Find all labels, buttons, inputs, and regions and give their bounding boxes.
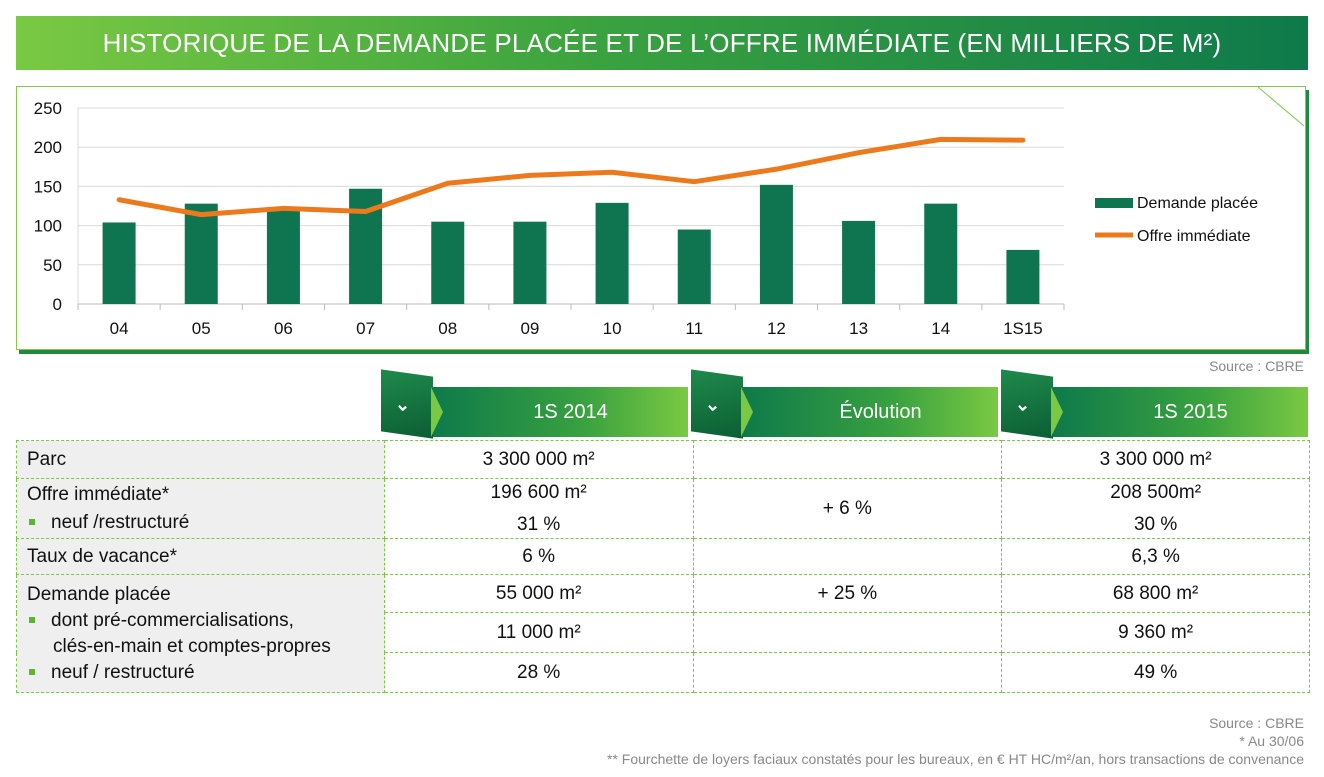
- cell-1s2014: 3 300 000 m²: [383, 440, 694, 479]
- cell-1s2014: 11 000 m²: [383, 612, 694, 653]
- x-tick-label: 07: [356, 319, 375, 338]
- x-tick-label: 13: [849, 319, 868, 338]
- x-tick-label: 08: [438, 319, 457, 338]
- chart-panel: [16, 86, 1306, 350]
- bar: [759, 184, 793, 304]
- header-label: 1S 2015: [1053, 387, 1308, 437]
- row-label-main: Demande placée: [27, 584, 171, 605]
- row-label-main: Offre immédiate*: [27, 483, 170, 505]
- cell-1s2015: 6,3 %: [1001, 538, 1310, 575]
- table-row: 11 000 m² 9 360 m²: [17, 612, 1310, 653]
- cell-1s2015: 49 %: [1001, 652, 1310, 693]
- cell-1s2014: 28 %: [383, 652, 694, 693]
- cell-1s2014: 6 %: [383, 538, 694, 575]
- header-1s2014: ⌄ 1S 2014: [381, 369, 688, 439]
- cell-1s2014: 196 600 m² 31 %: [383, 478, 694, 539]
- bar: [1006, 249, 1040, 304]
- x-tick-label: 10: [603, 319, 622, 338]
- bar: [595, 202, 629, 304]
- value-main: 208 500m²: [1110, 481, 1202, 503]
- x-tick-label: 14: [931, 319, 950, 338]
- cell-1s2015: 208 500m² 30 %: [1001, 478, 1310, 539]
- legend-label: Offre immédiate: [1137, 228, 1251, 245]
- table-row: Parc 3 300 000 m² 3 300 000 m²: [16, 440, 1310, 479]
- row-sublabel: neuf /restructuré: [27, 512, 384, 534]
- footnote-source: Source : CBRE: [1209, 715, 1304, 731]
- table-row: Offre immédiate* neuf /restructuré 196 6…: [16, 478, 1310, 539]
- sublabel-text: neuf / restructuré: [51, 662, 195, 683]
- y-tick-label: 50: [43, 256, 62, 275]
- y-tick-label: 100: [34, 217, 62, 236]
- value-sub: 30 %: [1133, 513, 1178, 535]
- x-tick-label: 11: [685, 319, 703, 338]
- arrow-icon: [741, 387, 753, 437]
- value-main: 196 600 m²: [490, 481, 587, 503]
- cell-evolution: [692, 612, 1003, 653]
- table-row: 28 % 49 %: [17, 652, 1310, 693]
- cell-evolution: [692, 440, 1003, 479]
- bar: [924, 203, 958, 304]
- footnotes: Source : CBRE * Au 30/06 ** Fourchette d…: [607, 714, 1304, 768]
- bar: [266, 208, 300, 304]
- arrow-icon: [431, 387, 443, 437]
- sublabel-text: dont pré-commercialisations,: [51, 610, 294, 631]
- cell-1s2015: 9 360 m²: [1001, 612, 1310, 653]
- y-tick-label: 250: [34, 99, 62, 118]
- corner-fold: [1257, 86, 1305, 127]
- page-title: HISTORIQUE DE LA DEMANDE PLACÉE ET DE L’…: [16, 16, 1308, 70]
- x-tick-label: 05: [192, 319, 211, 338]
- cell-evolution: [692, 652, 1003, 693]
- bullet-icon: [29, 518, 35, 525]
- bar: [677, 229, 711, 304]
- chart-source: Source : CBRE: [1209, 358, 1304, 374]
- row-sublabel-cont: clés-en-main et comptes-propres: [53, 636, 331, 657]
- x-tick-label: 06: [274, 319, 293, 338]
- y-tick-label: 150: [34, 177, 62, 196]
- header-label: Évolution: [743, 387, 998, 437]
- footnote-1: * Au 30/06: [1239, 733, 1304, 749]
- row-label: Demande placée dont pré-commercialisatio…: [16, 574, 385, 693]
- row-sublabel: dont pré-commercialisations,: [27, 608, 384, 634]
- table-row: Demande placée dont pré-commercialisatio…: [16, 574, 1310, 693]
- series-line: [116, 136, 1026, 218]
- chart: 0 50 100 150 200 250 04 05 06 07 08 09 10 11 12 13 14 1S1…: [34, 86, 1305, 338]
- chevron-down-icon: ⌄: [691, 369, 743, 439]
- cell-1s2015: 68 800 m²: [1001, 574, 1310, 613]
- chevron-down-icon: ⌄: [381, 369, 433, 439]
- bullet-icon: [29, 617, 35, 623]
- cell-evolution: + 6 %: [692, 478, 1003, 539]
- x-tick-label: 09: [520, 319, 539, 338]
- x-tick-label: 04: [110, 319, 129, 338]
- legend-swatch-bar: [1095, 198, 1133, 208]
- cell-evolution: [692, 538, 1003, 575]
- row-label: Offre immédiate* neuf /restructuré: [16, 478, 385, 539]
- cell-evolution: + 25 %: [692, 574, 1003, 613]
- row-sublabel: neuf / restructuré: [27, 660, 384, 686]
- value-sub: 31 %: [517, 513, 561, 535]
- cell-1s2015: 3 300 000 m²: [1001, 440, 1310, 479]
- footnote-2: ** Fourchette de loyers faciaux constaté…: [607, 751, 1304, 767]
- bar: [431, 221, 465, 304]
- bullet-icon: [29, 669, 35, 675]
- cell-1s2014: 55 000 m²: [383, 574, 694, 613]
- y-tick-label: 0: [53, 295, 62, 314]
- bar: [513, 221, 547, 304]
- table-row: Taux de vacance* 6 % 6,3 %: [16, 538, 1310, 575]
- arrow-icon: [1051, 387, 1063, 437]
- bar: [102, 222, 136, 304]
- market-table: Parc 3 300 000 m² 3 300 000 m² Offre imm…: [16, 440, 1310, 693]
- x-tick-label: 12: [767, 319, 786, 338]
- legend-label: Demande placée: [1137, 195, 1258, 212]
- bar: [184, 203, 218, 304]
- header-1s2015: ⌄ 1S 2015: [1001, 369, 1308, 439]
- row-label: Taux de vacance*: [16, 538, 385, 575]
- sublabel-text: neuf /restructuré: [51, 511, 190, 533]
- x-tick-label: 1S15: [1003, 319, 1043, 338]
- row-label: Parc: [16, 440, 385, 479]
- header-label: 1S 2014: [433, 387, 688, 437]
- bar: [842, 220, 876, 304]
- y-tick-label: 200: [34, 138, 62, 157]
- header-evolution: ⌄ Évolution: [691, 369, 998, 439]
- chevron-down-icon: ⌄: [1001, 369, 1053, 439]
